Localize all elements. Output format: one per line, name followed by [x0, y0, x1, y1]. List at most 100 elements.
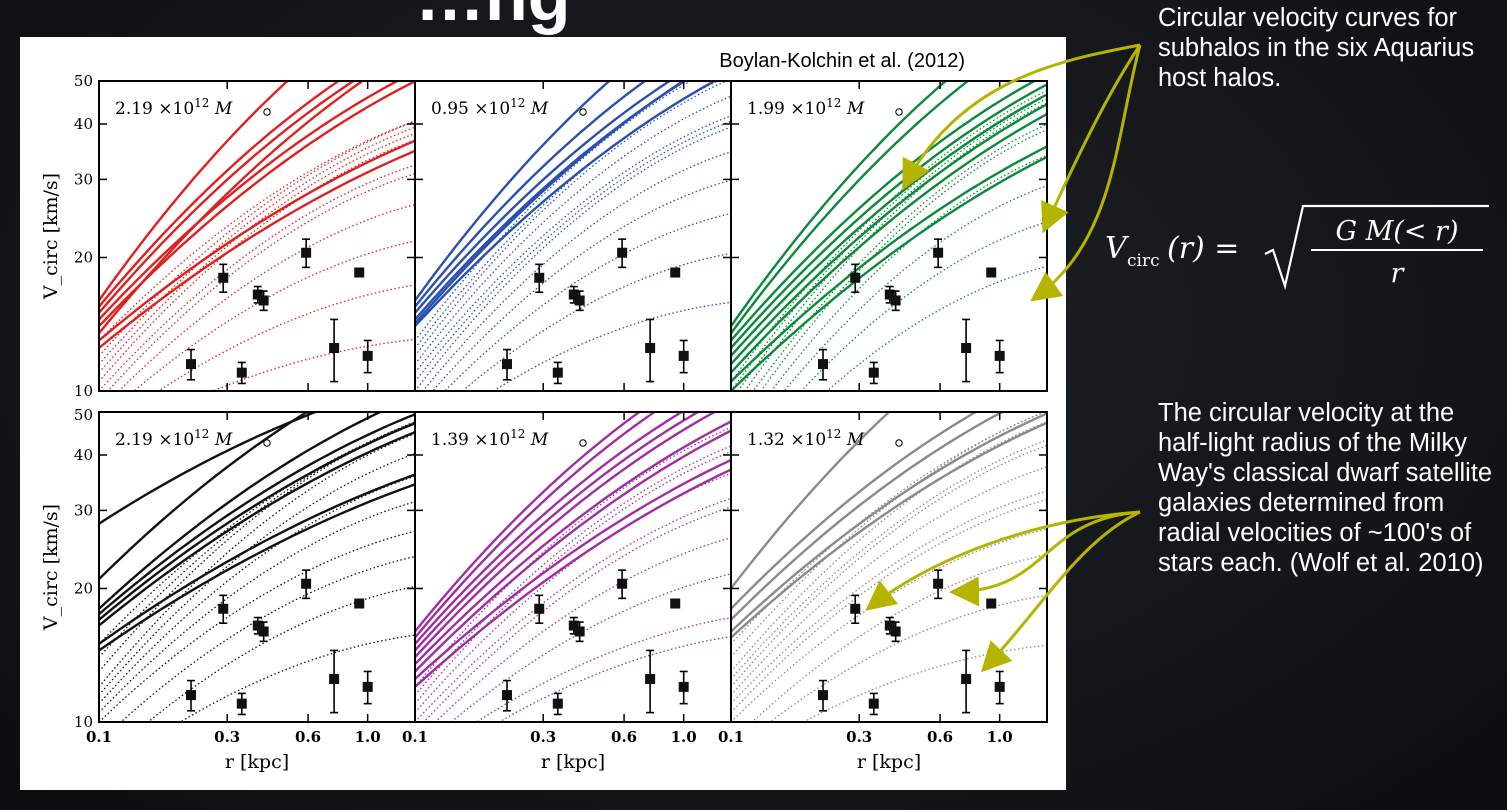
data-point-5 [258, 295, 269, 306]
panel-mass-label: 0.95 ×1012 M [431, 96, 549, 119]
data-point-7 [961, 343, 972, 354]
data-point-1 [818, 690, 829, 701]
data-point-7 [329, 674, 340, 685]
panel-1: 2.19 ×1012 M [98, 80, 416, 392]
x-axis-label: r [kpc] [857, 751, 921, 773]
dotted-curve-3 [731, 439, 1047, 680]
data-point-4 [884, 620, 895, 631]
solid-curve-1 [415, 81, 647, 308]
solid-curve-7 [99, 149, 415, 349]
dotted-curve-6 [434, 537, 731, 722]
dotted-curve-2 [99, 126, 415, 365]
dotted-curve-7 [450, 573, 731, 722]
chart-svg: Boylan-Kolchin et al. (2012) 2.19 ×1012 M… [40, 50, 1048, 773]
y-axis-label: V_circ [km/s] [40, 173, 62, 300]
data-point-7 [329, 343, 340, 354]
x-tick-label: 0.3 [214, 728, 240, 746]
data-point-1 [818, 359, 829, 370]
x-tick-label: 1.0 [355, 728, 381, 746]
solid-curve-6 [99, 473, 415, 645]
dotted-curve-11 [802, 644, 1047, 722]
formula-arg: (r) = [1167, 231, 1239, 266]
data-point-7 [961, 674, 972, 685]
data-point-5 [574, 295, 585, 306]
data-point-9 [362, 681, 373, 692]
slide-title: ”…ng [380, 0, 1280, 36]
data-point-2 [850, 603, 861, 614]
panel-4: 2.19 ×1012 M [98, 411, 416, 723]
data-point-6 [301, 247, 312, 258]
solid-curve-4 [99, 422, 415, 621]
panel-mass-label: 1.32 ×1012 M [747, 427, 865, 450]
y-tick-label: 20 [74, 248, 93, 266]
solid-curve-3 [99, 81, 400, 321]
panel-curves [415, 81, 731, 391]
dotted-curve-0 [99, 120, 415, 341]
dotted-curve-5 [731, 466, 1047, 696]
data-point-2 [850, 272, 861, 283]
y-tick-label: 10 [74, 713, 93, 731]
data-point-3 [236, 698, 247, 709]
solid-curve-0 [415, 412, 642, 633]
data-point-8 [986, 598, 997, 609]
data-point-9 [994, 681, 1005, 692]
data-point-8 [354, 598, 365, 609]
data-point-8 [986, 267, 997, 278]
data-point-6 [617, 578, 628, 589]
sun-symbol [263, 439, 271, 447]
data-point-6 [301, 578, 312, 589]
data-point-5 [890, 295, 901, 306]
solid-curve-2 [415, 412, 684, 645]
data-point-1 [502, 690, 513, 701]
y-tick-label: 40 [74, 446, 93, 464]
formula-numerator: G M(< r) [1336, 216, 1459, 247]
solid-curve-1 [731, 412, 979, 610]
data-point-1 [186, 359, 197, 370]
dotted-curve-5 [99, 164, 415, 391]
dotted-curve-5 [415, 120, 731, 383]
x-tick-label: 1.0 [671, 728, 697, 746]
x-tick-label: 0.1 [86, 728, 112, 746]
solid-curve-5 [415, 420, 731, 666]
solid-curve-1 [415, 412, 657, 639]
y-tick-label: 30 [74, 501, 93, 519]
dotted-curve-4 [415, 497, 731, 722]
data-point-6 [933, 578, 944, 589]
dotted-curve-8 [475, 616, 731, 722]
y-tick-label: 40 [74, 115, 93, 133]
data-point-2 [218, 603, 229, 614]
panel-5: 1.39 ×1012 M [414, 411, 732, 723]
solid-curve-4 [415, 412, 717, 659]
sun-symbol [263, 108, 271, 116]
solid-curve-4 [415, 81, 717, 328]
x-tick-label: 0.6 [927, 728, 953, 746]
formula-sub: circ [1127, 251, 1160, 271]
solid-curve-0 [415, 81, 612, 302]
dotted-curve-1 [99, 421, 415, 658]
solid-curve-3 [415, 412, 701, 652]
annotation-dwarf-velocities: The circular velocity at the half-light … [1158, 399, 1493, 577]
dotted-curve-6 [770, 154, 1047, 391]
data-point-4 [252, 289, 263, 300]
data-point-9 [994, 350, 1005, 361]
solid-curve-6 [731, 112, 1047, 374]
data-point-6 [933, 247, 944, 258]
data-point-8 [354, 267, 365, 278]
panel-mass-label: 1.39 ×1012 M [431, 427, 549, 450]
data-point-3 [868, 698, 879, 709]
x-axis-label: r [kpc] [541, 751, 605, 773]
data-point-4 [568, 620, 579, 631]
solid-curve-6 [415, 429, 731, 673]
x-tick-label: 1.0 [987, 728, 1013, 746]
dotted-curve-3 [415, 472, 731, 714]
dotted-curve-3 [99, 433, 415, 688]
dotted-curve-11 [492, 301, 731, 391]
dotted-curve-0 [99, 421, 415, 645]
sun-symbol [579, 439, 587, 447]
data-point-2 [534, 603, 545, 614]
solid-curve-3 [99, 413, 415, 616]
solid-curve-6 [99, 139, 415, 342]
data-point-5 [258, 626, 269, 637]
data-point-9 [678, 350, 689, 361]
panel-3: 1.99 ×1012 M [730, 80, 1048, 392]
